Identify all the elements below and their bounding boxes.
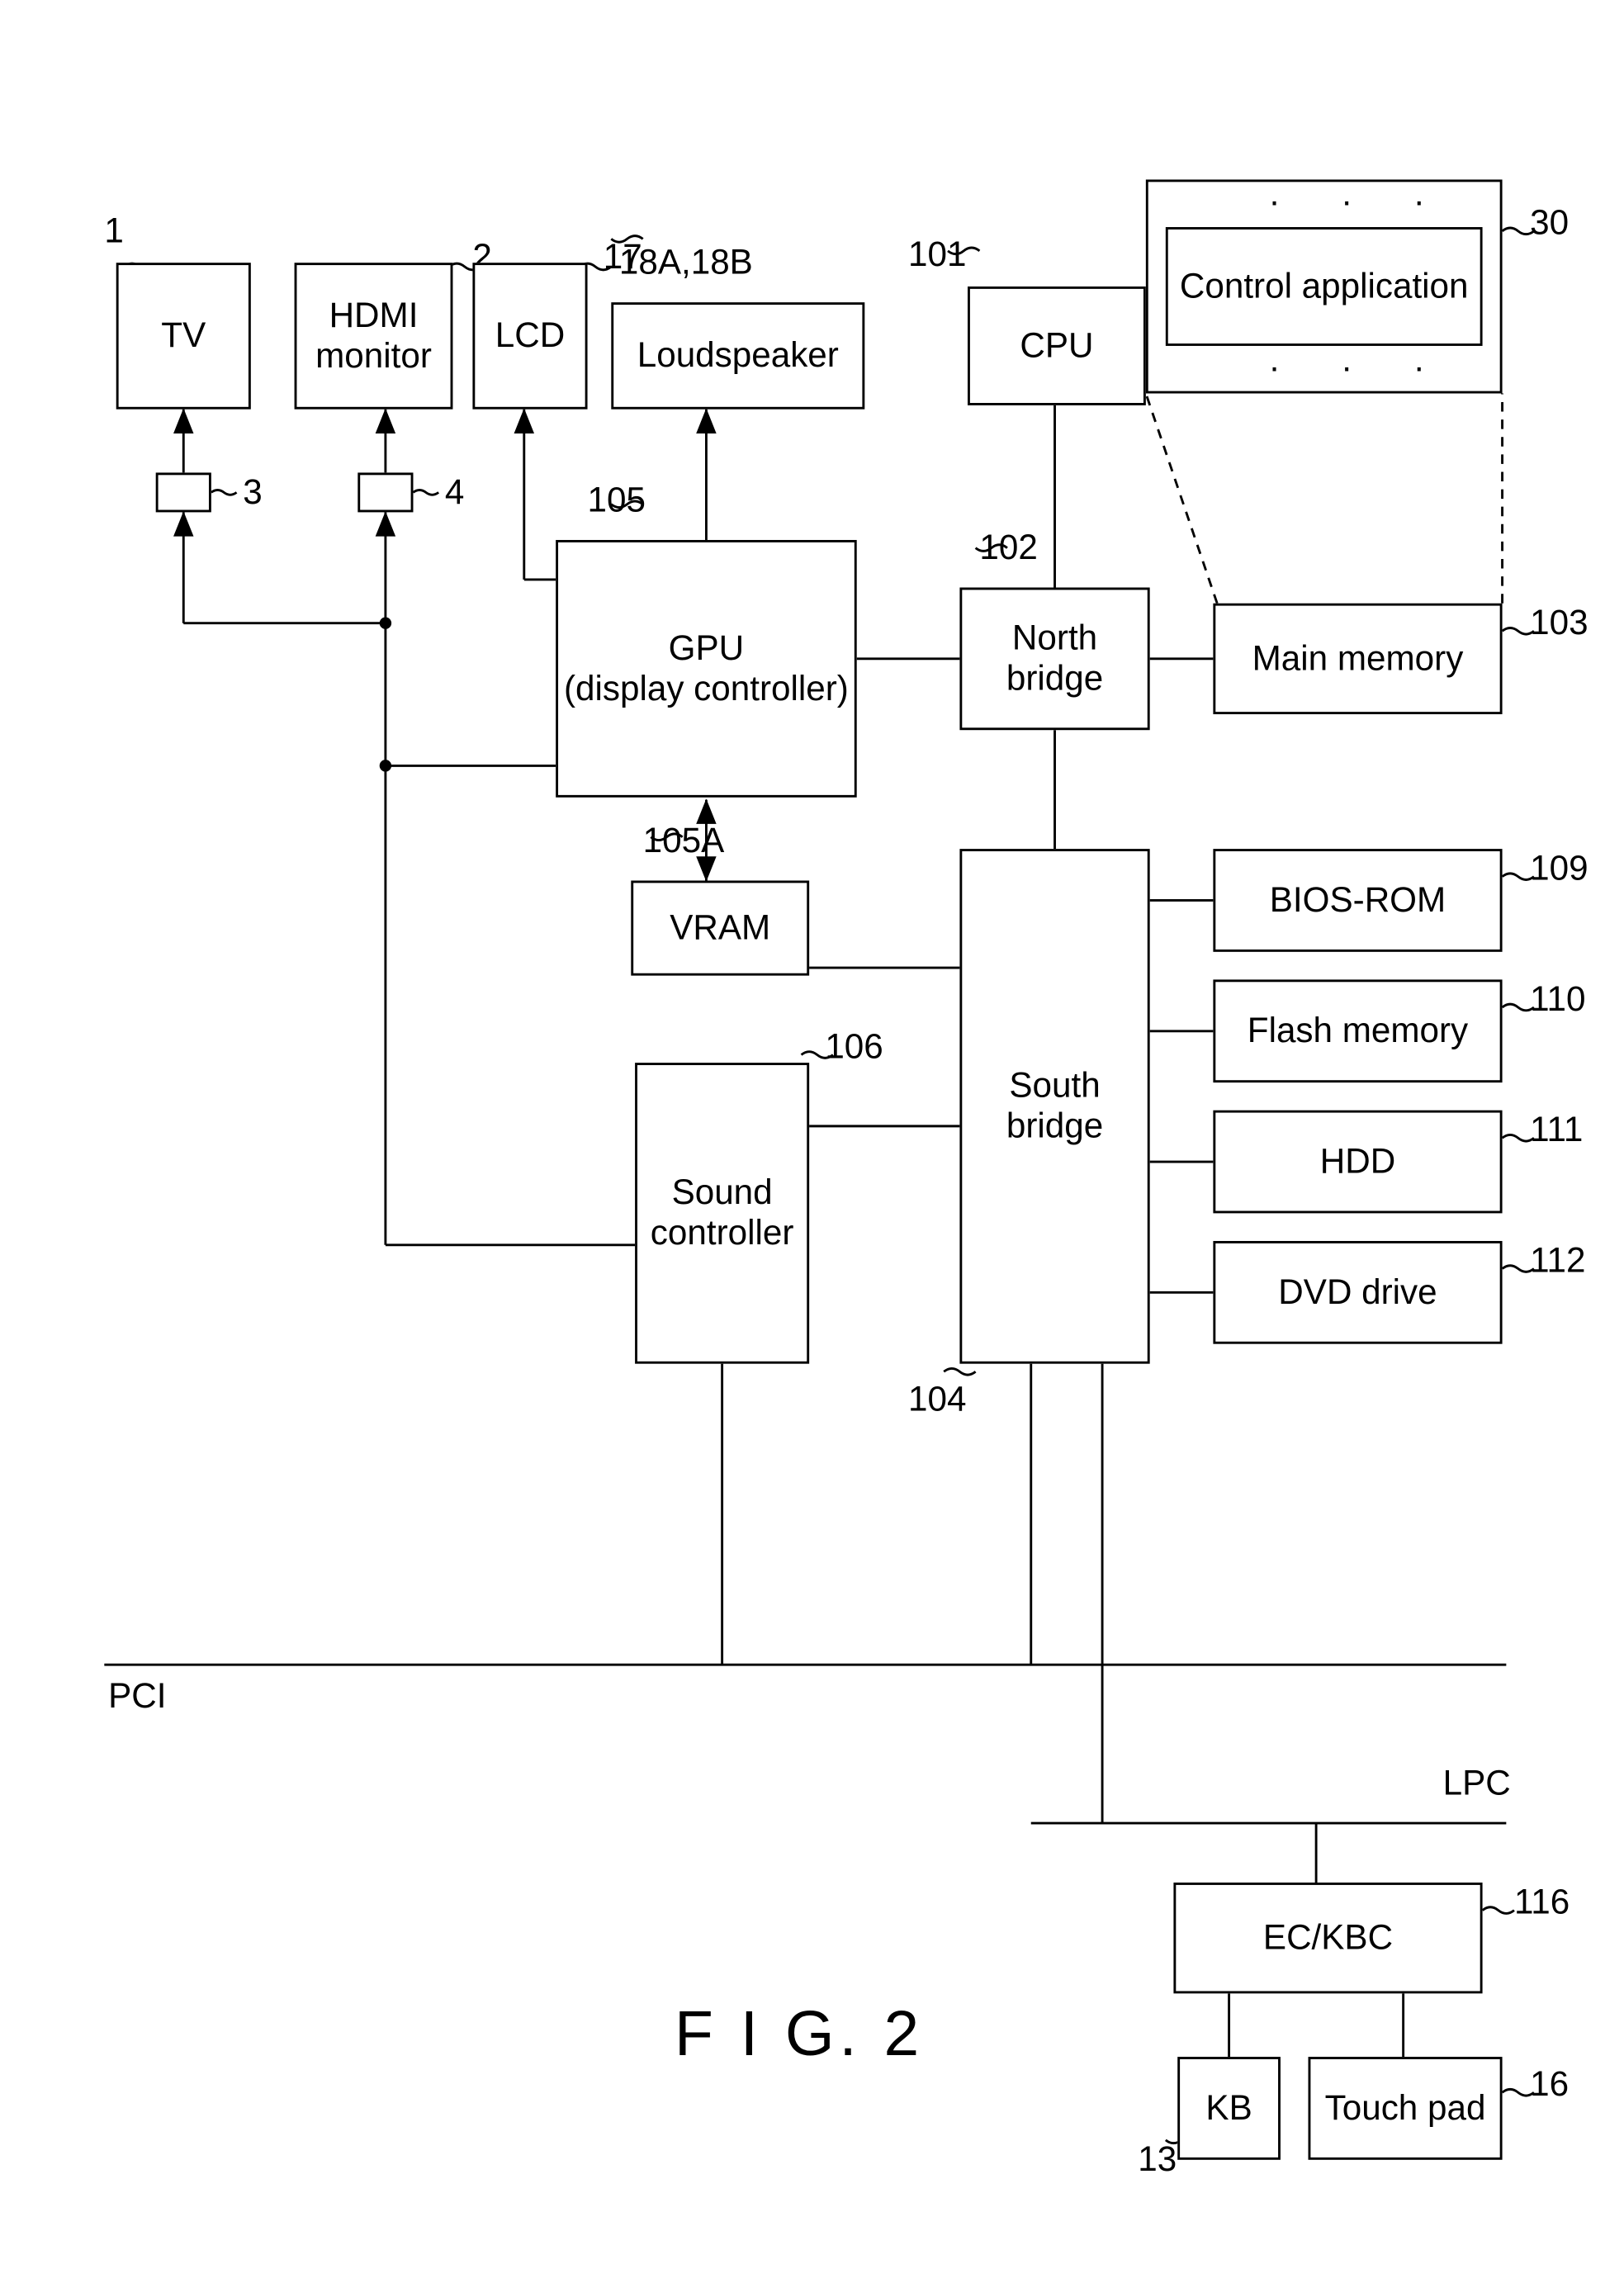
- kb-label: KB: [1205, 2088, 1252, 2129]
- south-bridge-label: South bridge: [967, 1066, 1143, 1146]
- control-app-ref: 30: [1530, 203, 1569, 243]
- ec-kbc-ref: 116: [1514, 1883, 1570, 1922]
- vram-block: VRAM: [631, 880, 809, 975]
- figure-label: F I G. 2: [675, 1997, 924, 2070]
- pci-label: PCI: [108, 1677, 166, 1717]
- south-bridge-ref: 104: [908, 1380, 966, 1419]
- control-app-label: Control application: [1180, 267, 1469, 307]
- south-bridge-block: South bridge: [959, 849, 1149, 1364]
- loudspeaker-ref: 18A,18B: [619, 243, 753, 282]
- sound-controller-block: Sound controller: [635, 1063, 809, 1364]
- dvd-drive-block: DVD drive: [1213, 1241, 1502, 1344]
- touch-pad-label: Touch pad: [1325, 2088, 1486, 2129]
- bios-rom-block: BIOS-ROM: [1213, 849, 1502, 952]
- flash-memory-label: Flash memory: [1248, 1011, 1468, 1051]
- ec-kbc-label: EC/KBC: [1263, 1918, 1393, 1959]
- lcd-block: LCD: [472, 263, 587, 409]
- ec-kbc-block: EC/KBC: [1173, 1883, 1482, 1993]
- sound-controller-ref: 106: [825, 1027, 883, 1067]
- north-bridge-label: North bridge: [967, 618, 1143, 699]
- control-app-inner: Control application: [1166, 227, 1483, 346]
- tv-block: TV: [116, 263, 251, 409]
- touch-pad-block: Touch pad: [1309, 2057, 1503, 2160]
- gpu-block: GPU (display controller): [556, 540, 857, 798]
- bios-rom-label: BIOS-ROM: [1270, 880, 1446, 921]
- port-hdmi-ref: 4: [445, 472, 464, 512]
- gpu-ref: 105: [588, 481, 646, 520]
- main-memory-label: Main memory: [1252, 639, 1464, 680]
- cpu-ref: 101: [908, 235, 966, 275]
- hdd-label: HDD: [1320, 1142, 1395, 1182]
- touch-pad-ref: 16: [1530, 2065, 1569, 2105]
- lcd-label: LCD: [495, 316, 565, 357]
- loudspeaker-label: Loudspeaker: [637, 336, 839, 377]
- north-bridge-block: North bridge: [959, 588, 1149, 731]
- hdd-block: HDD: [1213, 1111, 1502, 1214]
- tv-ref: 1: [104, 211, 123, 251]
- vram-label: VRAM: [670, 908, 770, 949]
- main-memory-block: Main memory: [1213, 604, 1502, 714]
- flash-memory-block: Flash memory: [1213, 979, 1502, 1082]
- kb-block: KB: [1177, 2057, 1281, 2160]
- hdmi-monitor-label: HDMI monitor: [315, 296, 432, 376]
- bios-rom-ref: 109: [1530, 849, 1588, 888]
- dvd-drive-label: DVD drive: [1278, 1272, 1437, 1313]
- tv-label: TV: [161, 316, 206, 357]
- kb-ref: 13: [1138, 2140, 1177, 2180]
- cpu-block: CPU: [968, 287, 1146, 405]
- gpu-label: GPU (display controller): [564, 628, 849, 708]
- port-tv: [156, 472, 211, 512]
- port-hdmi: [357, 472, 413, 512]
- main-memory-ref: 103: [1530, 604, 1588, 643]
- port-tv-ref: 3: [243, 472, 262, 512]
- hdd-ref: 111: [1530, 1111, 1583, 1150]
- north-bridge-ref: 102: [979, 528, 1037, 568]
- cpu-label: CPU: [1020, 326, 1093, 367]
- vram-ref: 105A: [643, 822, 725, 861]
- loudspeaker-block: Loudspeaker: [611, 302, 864, 410]
- dots-top: · · ·: [1269, 182, 1433, 221]
- dvd-drive-ref: 112: [1530, 1241, 1585, 1281]
- hdmi-monitor-block: HDMI monitor: [295, 263, 453, 409]
- flash-memory-ref: 110: [1530, 979, 1585, 1019]
- sound-controller-label: Sound controller: [651, 1173, 794, 1253]
- lpc-label: LPC: [1443, 1764, 1511, 1803]
- dots-bottom: · · ·: [1269, 348, 1433, 388]
